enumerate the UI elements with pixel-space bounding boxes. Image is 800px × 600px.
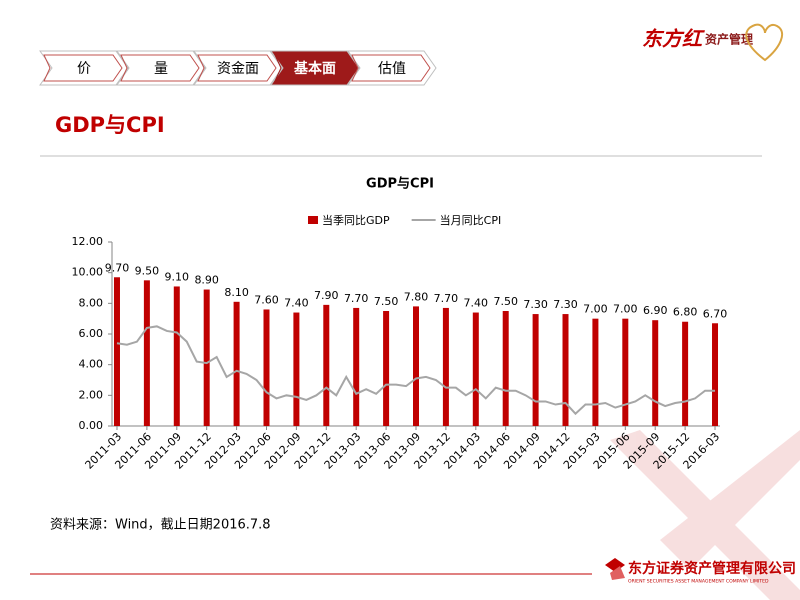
- logo-heart: [745, 23, 783, 62]
- nav-tab-shape: [270, 50, 360, 86]
- top-logo: 东方红 资产管理: [642, 23, 783, 62]
- bar: [323, 304, 330, 426]
- value-label: 8.90: [194, 274, 219, 287]
- source-note: 资料来源：Wind，截止日期2016.7.8: [50, 518, 271, 533]
- footer-icon: [610, 566, 625, 580]
- bar: [652, 320, 659, 426]
- nav-tab-inner: [351, 54, 431, 82]
- footer-company-en: ORIENT SECURITIES ASSET MANAGEMENT COMPA…: [628, 579, 769, 585]
- y-tick-label: 12.00: [72, 235, 104, 248]
- y-tick-label: 0.00: [79, 419, 104, 432]
- background-decoration: [610, 430, 800, 600]
- bar: [383, 311, 390, 426]
- footer-company: 东方证券资产管理有限公司: [628, 560, 796, 577]
- nav-tab-label: 价: [77, 61, 91, 77]
- y-tick-label: 2.00: [79, 388, 104, 401]
- nav-tab-inner: [274, 54, 354, 82]
- value-label: 7.90: [314, 289, 339, 302]
- bar: [682, 321, 689, 426]
- value-label: 6.90: [643, 304, 668, 317]
- y-tick-label: 10.00: [72, 266, 104, 279]
- nav-tab[interactable]: 资金面: [193, 50, 283, 86]
- bar: [712, 323, 719, 426]
- bar: [532, 314, 539, 426]
- bar: [113, 277, 120, 426]
- nav-tab-inner: [120, 54, 200, 82]
- y-tick-label: 8.00: [79, 296, 104, 309]
- chart-title: GDP与CPI: [366, 177, 434, 192]
- nav-tab-inner: [197, 54, 277, 82]
- value-label: 8.10: [224, 286, 249, 299]
- bar: [353, 307, 360, 426]
- logo-brand: 东方红: [642, 27, 705, 51]
- nav-tab-shape: [116, 50, 206, 86]
- nav-tab[interactable]: 量: [116, 50, 206, 86]
- nav-tab-inner: [43, 54, 123, 82]
- value-label: 6.70: [703, 307, 728, 320]
- bar: [263, 309, 270, 426]
- bar: [143, 280, 150, 426]
- nav-tab-label: 量: [154, 61, 168, 77]
- value-label: 7.30: [553, 298, 578, 311]
- value-label: 7.80: [404, 290, 429, 303]
- legend-swatch: [308, 216, 318, 224]
- value-label: 7.30: [523, 298, 548, 311]
- nav-tab-label: 估值: [378, 61, 406, 77]
- nav-tab-label: 资金面: [217, 61, 259, 77]
- nav-tab-shape: [39, 50, 129, 86]
- value-label: 7.70: [344, 292, 369, 305]
- nav-tab[interactable]: 价: [39, 50, 129, 86]
- value-label: 7.00: [613, 303, 638, 316]
- bar: [562, 314, 569, 426]
- nav-tab[interactable]: 估值: [347, 50, 437, 86]
- bar: [442, 307, 449, 426]
- value-label: 7.00: [583, 303, 608, 316]
- line: [116, 325, 716, 416]
- nav-tab-shape: [347, 50, 437, 86]
- value-label: 7.70: [434, 292, 459, 305]
- bar: [502, 311, 509, 426]
- logo-name: 资产管理: [705, 32, 753, 47]
- y-tick-label: 6.00: [79, 327, 104, 340]
- value-label: 7.40: [284, 297, 309, 310]
- bar: [592, 318, 599, 426]
- value-label: 7.50: [493, 295, 518, 308]
- y-tick-label: 4.00: [79, 358, 104, 371]
- bar: [203, 289, 210, 426]
- bar: [472, 312, 479, 426]
- bar: [413, 306, 419, 426]
- bar: [173, 286, 180, 426]
- chart: 0.002.004.006.008.0010.0012.002011-03201…: [72, 213, 728, 472]
- nav: 价 量 资金面 基本面 估值: [39, 50, 437, 86]
- value-label: 9.70: [105, 261, 130, 274]
- section-title: GDP与CPI: [55, 113, 165, 137]
- value-label: 7.40: [464, 297, 489, 310]
- bar: [622, 318, 629, 426]
- value-label: 9.50: [135, 264, 160, 277]
- bar: [233, 301, 240, 426]
- legend-label: 当月同比CPI: [440, 213, 502, 227]
- legend-label: 当季同比GDP: [322, 213, 390, 227]
- value-label: 6.80: [673, 306, 698, 319]
- value-label: 7.50: [374, 295, 399, 308]
- footer-logo: 东方证券资产管理有限公司 ORIENT SECURITIES ASSET MAN…: [605, 558, 796, 585]
- bar: [293, 312, 300, 426]
- nav-tab[interactable]: 基本面: [270, 50, 360, 86]
- value-label: 7.60: [254, 293, 279, 306]
- value-label: 9.10: [165, 270, 190, 283]
- nav-tab-label: 基本面: [294, 60, 336, 77]
- nav-tab-shape: [193, 50, 283, 86]
